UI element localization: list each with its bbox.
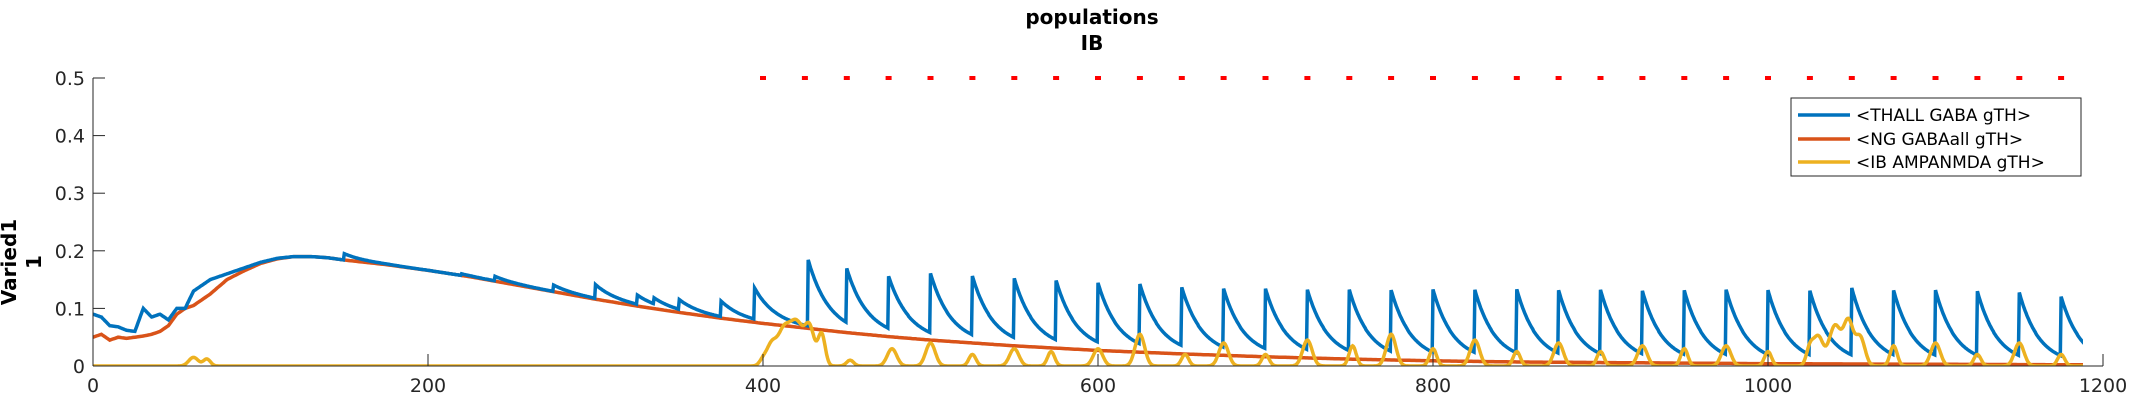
y-tick-label-3: 0.3: [55, 183, 85, 205]
marker-point-13: [1304, 76, 1311, 80]
marker-layer: [760, 76, 2065, 80]
marker-point-10: [1178, 76, 1185, 80]
y-axis-label: Varied1 1: [0, 219, 46, 305]
chart-title: populations IB: [1025, 5, 1158, 55]
x-tick-label-2: 400: [745, 375, 781, 397]
marker-point-12: [1262, 76, 1269, 80]
y-tick-label-4: 0.4: [55, 126, 85, 148]
marker-point-8: [1095, 76, 1101, 80]
series-ib-ampanmda-line: [93, 316, 2083, 366]
legend-label-ng: <NG GABAall gTH>: [1856, 130, 2023, 150]
marker-point-20: [1597, 76, 1604, 80]
marker-point-1: [801, 76, 808, 80]
x-tick-label-0: 0: [87, 375, 99, 397]
marker-point-22: [1681, 76, 1688, 80]
x-tick-label-3: 600: [1080, 375, 1116, 397]
marker-point-9: [1136, 76, 1143, 80]
marker-point-28: [1932, 76, 1939, 80]
marker-point-29: [1974, 76, 1981, 80]
marker-point-6: [1011, 76, 1018, 80]
marker-point-30: [2016, 76, 2023, 80]
series-thall-gaba-line: [93, 251, 2083, 359]
title-line-1: populations: [1025, 5, 1158, 29]
marker-point-4: [927, 76, 934, 80]
marker-point-2: [843, 76, 850, 80]
marker-point-16: [1430, 76, 1436, 80]
marker-point-17: [1471, 76, 1478, 80]
marker-point-21: [1639, 76, 1646, 80]
y-axis-ticks: 0 0.1 0.2 0.3 0.4 0.5: [55, 68, 105, 378]
legend: <THALL GABA gTH> <NG GABAall gTH> <IB AM…: [1790, 97, 2082, 177]
x-tick-label-4: 800: [1415, 375, 1451, 397]
x-tick-label-5: 1000: [1744, 375, 1792, 397]
marker-point-31: [2058, 76, 2065, 80]
marker-point-3: [885, 76, 892, 80]
series-layer: [93, 251, 2083, 366]
marker-point-23: [1723, 76, 1730, 80]
y-tick-label-0: 0: [73, 356, 85, 378]
marker-point-5: [969, 76, 976, 80]
marker-point-24: [1765, 76, 1771, 80]
x-tick-label-1: 200: [410, 375, 446, 397]
legend-label-thall: <THALL GABA gTH>: [1856, 106, 2031, 126]
marker-point-19: [1555, 76, 1562, 80]
x-tick-label-6: 1200: [2079, 375, 2127, 397]
marker-point-25: [1806, 76, 1813, 80]
marker-point-7: [1053, 76, 1060, 80]
x-axis-ticks: 0 200 400 600 800 1000 1200: [87, 354, 2127, 397]
marker-point-15: [1388, 76, 1395, 80]
y-tick-label-2: 0.2: [55, 241, 85, 263]
legend-label-ib: <IB AMPANMDA gTH>: [1856, 153, 2045, 173]
y-tick-label-5: 0.5: [55, 68, 85, 90]
marker-point-14: [1346, 76, 1353, 80]
marker-point-0: [760, 76, 766, 80]
marker-point-11: [1220, 76, 1227, 80]
y-tick-label-1: 0.1: [55, 298, 85, 320]
title-line-2: IB: [1081, 31, 1104, 55]
marker-point-27: [1890, 76, 1897, 80]
marker-point-18: [1513, 76, 1520, 80]
ylabel-line-2: 1: [22, 255, 46, 269]
marker-point-26: [1848, 76, 1855, 80]
ylabel-line-1: Varied1: [0, 219, 21, 305]
